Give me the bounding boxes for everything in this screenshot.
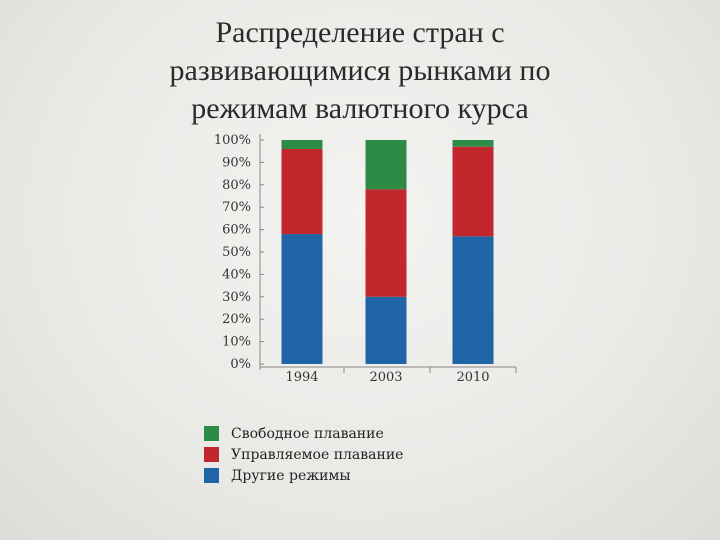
legend-label-managed-float: Управляемое плавание <box>231 446 404 463</box>
y-tick-label: 100% <box>214 133 251 148</box>
x-tick-label: 2010 <box>456 370 489 385</box>
legend-swatch-other-regimes <box>204 468 219 483</box>
bar-segment <box>452 146 494 237</box>
y-tick-label: 50% <box>222 245 251 260</box>
bar-segment <box>281 148 323 235</box>
x-tick-label: 2003 <box>369 370 402 385</box>
title-line-2: развивающимися рынками по <box>169 54 551 87</box>
legend-swatch-free-float <box>204 426 219 441</box>
y-tick-label: 30% <box>222 290 251 305</box>
bar-segment <box>365 189 407 297</box>
bar-segment <box>281 234 323 364</box>
legend-item-managed-float: Управляемое плавание <box>204 444 403 465</box>
y-tick-label: 0% <box>230 357 251 372</box>
y-tick-label: 80% <box>222 178 251 193</box>
legend-swatch-managed-float <box>204 447 219 462</box>
bar-segment <box>365 296 407 364</box>
x-tick-label: 1994 <box>285 370 318 385</box>
bar-segment <box>452 236 494 364</box>
bar-segment <box>365 140 407 190</box>
chart-title: Распределение стран с развивающимися рын… <box>0 14 720 128</box>
y-tick-label: 20% <box>222 312 251 327</box>
legend-label-free-float: Свободное плавание <box>231 425 384 442</box>
y-tick-label: 70% <box>222 200 251 215</box>
y-tick-label: 10% <box>222 335 251 350</box>
bar-segment <box>452 140 494 147</box>
legend-item-free-float: Свободное плавание <box>204 423 403 444</box>
title-line-1: Распределение стран с <box>215 16 505 49</box>
y-tick-label: 40% <box>222 267 251 282</box>
legend-label-other-regimes: Другие режимы <box>231 467 351 484</box>
legend: Свободное плавание Управляемое плавание … <box>204 423 403 486</box>
y-tick-label: 60% <box>222 223 251 238</box>
legend-item-other-regimes: Другие режимы <box>204 465 403 486</box>
y-tick-label: 90% <box>222 155 251 170</box>
title-line-3: режимам валютного курса <box>191 92 529 125</box>
bar-segment <box>281 140 323 149</box>
